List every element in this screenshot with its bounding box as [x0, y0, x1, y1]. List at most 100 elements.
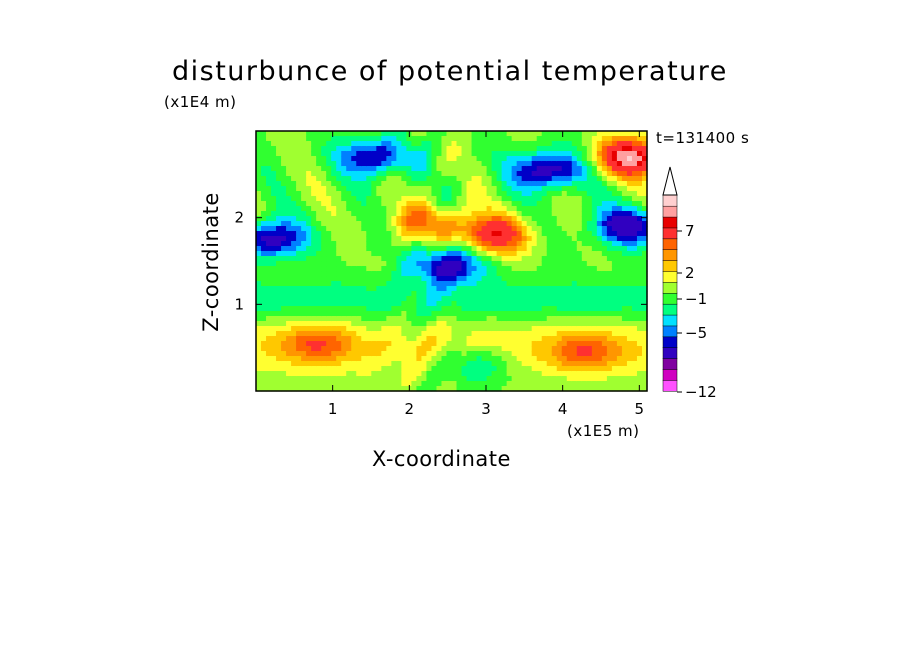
heatmap-cell [626, 316, 633, 322]
heatmap-cell [256, 321, 262, 327]
heatmap-cell [376, 271, 382, 277]
heatmap-cell [566, 156, 573, 162]
heatmap-cell [576, 301, 583, 307]
heatmap-cell [501, 226, 508, 232]
heatmap-cell [541, 326, 548, 332]
heatmap-cell [496, 301, 503, 307]
heatmap-cell [561, 351, 568, 357]
heatmap-cell [406, 296, 412, 302]
heatmap-cell [566, 331, 573, 337]
heatmap-cell [261, 186, 267, 192]
heatmap-cell [336, 351, 342, 357]
heatmap-cell [576, 376, 583, 382]
heatmap-cell [506, 356, 513, 362]
heatmap-cell [446, 276, 453, 282]
heatmap-cell [436, 371, 443, 377]
heatmap-cell [576, 141, 583, 147]
heatmap-cell [296, 231, 302, 237]
heatmap-cell [536, 326, 543, 332]
heatmap-cell [271, 271, 277, 277]
heatmap-cell [331, 266, 337, 272]
heatmap-cell [266, 171, 272, 177]
heatmap-cell [511, 266, 518, 272]
heatmap-cell [556, 166, 563, 172]
heatmap-cell [421, 156, 428, 162]
heatmap-cell [606, 311, 613, 317]
heatmap-cell [426, 331, 433, 337]
heatmap-cell [636, 261, 643, 267]
heatmap-cell [626, 231, 633, 237]
heatmap-cell [416, 206, 423, 212]
heatmap-cell [371, 136, 377, 142]
heatmap-cell [531, 291, 538, 297]
heatmap-cell [581, 266, 588, 272]
heatmap-cell [391, 241, 397, 247]
heatmap-cell [596, 246, 603, 252]
heatmap-cell [306, 246, 312, 252]
heatmap-cell [256, 261, 262, 267]
heatmap-cell [486, 181, 493, 187]
heatmap-cell [441, 251, 448, 257]
heatmap-cell [611, 186, 618, 192]
heatmap-cell [376, 316, 382, 322]
heatmap-cell [506, 346, 513, 352]
heatmap-cell [301, 301, 307, 307]
heatmap-cell [406, 261, 412, 267]
heatmap-cell [306, 256, 312, 262]
heatmap-cell [261, 146, 267, 152]
heatmap-cell [416, 266, 423, 272]
heatmap-cell [361, 351, 367, 357]
heatmap-cell [256, 256, 262, 262]
heatmap-cell [556, 136, 563, 142]
heatmap-cell [641, 356, 648, 362]
heatmap-cell [351, 141, 357, 147]
heatmap-cell [296, 186, 302, 192]
heatmap-cell [426, 371, 433, 377]
heatmap-cell [421, 341, 428, 347]
heatmap-cell [401, 161, 407, 167]
heatmap-cell [306, 131, 312, 137]
heatmap-cell [611, 311, 618, 317]
heatmap-cell [341, 156, 347, 162]
heatmap-cell [621, 166, 628, 172]
heatmap-cell [301, 361, 307, 367]
heatmap-cell [481, 156, 488, 162]
heatmap-cell [586, 286, 593, 292]
heatmap-cell [536, 156, 543, 162]
heatmap-cell [326, 361, 332, 367]
heatmap-cell [491, 286, 498, 292]
heatmap-cell [626, 276, 633, 282]
heatmap-cell [491, 346, 498, 352]
heatmap-cell [421, 136, 428, 142]
heatmap-cell [591, 351, 598, 357]
heatmap-cell [311, 341, 317, 347]
heatmap-cell [576, 156, 583, 162]
heatmap-cell [556, 366, 563, 372]
heatmap-cell [421, 201, 428, 207]
heatmap-cell [616, 346, 623, 352]
heatmap-cell [391, 331, 397, 337]
heatmap-cell [376, 186, 382, 192]
heatmap-cell [391, 376, 397, 382]
heatmap-cell [581, 321, 588, 327]
heatmap-cell [306, 201, 312, 207]
heatmap-cell [516, 296, 523, 302]
heatmap-cell [591, 341, 598, 347]
heatmap-cell [401, 141, 407, 147]
heatmap-cell [601, 316, 608, 322]
heatmap-cell [346, 201, 352, 207]
heatmap-cell [626, 226, 633, 232]
heatmap-cell [521, 186, 528, 192]
heatmap-cell [286, 206, 292, 212]
heatmap-cell [551, 336, 558, 342]
heatmap-cell [506, 266, 513, 272]
heatmap-cell [401, 326, 407, 332]
heatmap-cell [431, 316, 438, 322]
heatmap-cell [256, 161, 262, 167]
heatmap-cell [596, 211, 603, 217]
heatmap-cell [431, 306, 438, 312]
heatmap-cell [641, 316, 648, 322]
heatmap-cell [336, 276, 342, 282]
heatmap-cell [401, 386, 407, 392]
heatmap-cell [611, 356, 618, 362]
